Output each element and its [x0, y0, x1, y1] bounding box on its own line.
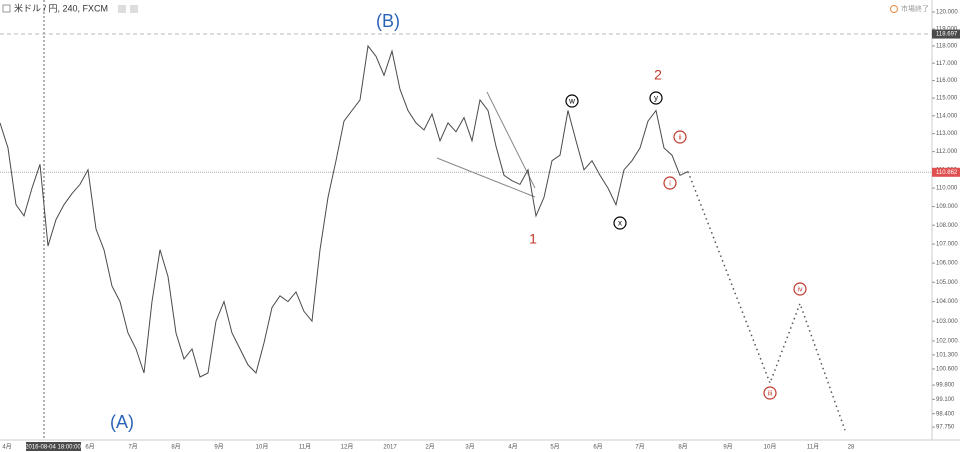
wave-label: (A) [110, 412, 134, 432]
wave-circle [613, 216, 627, 230]
x-tick-label: 2017 [383, 445, 397, 451]
x-tick-label: 7月 [128, 444, 137, 451]
price-label-box [932, 29, 960, 39]
wave-label: (B) [376, 11, 400, 31]
wave-circle [565, 94, 579, 108]
toolbar-button[interactable] [130, 5, 138, 13]
y-tick-label: 97.750 [936, 425, 955, 431]
y-tick-label: 114.000 [936, 113, 958, 119]
toolbar-button[interactable] [118, 5, 126, 13]
x-tick-label: 9月 [214, 444, 223, 451]
y-tick-label: 102.000 [936, 339, 958, 345]
wave-label: iv [797, 286, 803, 293]
y-tick-label: 104.000 [936, 299, 958, 305]
market-status: 市場終了 [901, 4, 929, 13]
y-tick-label: 106.000 [936, 261, 958, 267]
wave-label: x [618, 219, 622, 228]
wave-label: ii [678, 134, 682, 141]
y-tick-label: 116.000 [936, 78, 958, 84]
crosshair-time-box [26, 442, 81, 451]
y-tick-label: 100.600 [936, 367, 958, 373]
wave-circle [663, 176, 677, 190]
wave-circle [649, 91, 663, 105]
x-tick-label: 5月 [550, 444, 559, 451]
y-tick-label: 101.300 [936, 352, 958, 358]
y-tick-label: 110.000 [936, 186, 958, 192]
y-tick-label: 119.000 [936, 26, 958, 32]
wave-circle [673, 130, 687, 144]
y-tick-label: 115.000 [936, 96, 958, 102]
y-tick-label: 112.000 [936, 149, 958, 155]
x-tick-label: 11月 [807, 444, 819, 451]
x-tick-label: 4月 [2, 444, 11, 451]
y-tick-label: 98.400 [936, 411, 955, 417]
x-tick-label: 8月 [171, 444, 180, 451]
x-tick-label: 28 [848, 445, 855, 451]
y-tick-label: 109.000 [936, 204, 958, 210]
x-tick-label: 6月 [85, 444, 94, 451]
symbol-icon[interactable] [2, 4, 11, 13]
price-label: 110.862 [936, 170, 958, 176]
y-tick-label: 103.000 [936, 319, 958, 325]
x-tick-label: 3月 [465, 444, 474, 451]
trend-line [436, 157, 536, 198]
x-tick-label: 4月 [508, 444, 517, 451]
wave-label: w [568, 97, 575, 106]
symbol: 米ドル / 円, 240, FXCM [14, 2, 108, 13]
y-tick-label: 108.000 [936, 223, 958, 229]
y-tick-label: 107.000 [936, 242, 958, 248]
x-tick-label: 11月 [299, 444, 311, 451]
x-tick-label: 10月 [256, 444, 269, 451]
x-tick-label: 10月 [764, 444, 777, 451]
price-line [0, 44, 689, 378]
wave-circle [763, 386, 777, 400]
y-tick-label: 113.000 [936, 131, 958, 137]
wave-label: i [669, 180, 671, 187]
wave-label: y [654, 94, 658, 103]
x-tick-label: 12月 [341, 444, 354, 451]
x-tick-label: 7月 [635, 444, 644, 451]
price-label-box [932, 167, 960, 177]
wave-label: 1 [529, 231, 537, 247]
y-tick-label: 118.000 [936, 44, 958, 50]
price-label: 118.697 [936, 32, 958, 38]
x-tick-label: 8月 [678, 444, 687, 451]
wave-circle [793, 282, 807, 296]
x-tick-label: 6月 [593, 444, 602, 451]
y-tick-label: 99.800 [936, 383, 955, 389]
y-tick-label: 117.000 [936, 61, 958, 67]
x-tick-label: 2016-08-04 18:00:00 [25, 445, 81, 451]
y-tick-label: 99.100 [936, 397, 955, 403]
wave-label: iii [768, 390, 773, 397]
x-tick-label: 2月 [425, 444, 434, 451]
wave-label: 2 [654, 67, 662, 83]
status-icon [890, 5, 898, 13]
y-tick-label: 105.000 [936, 280, 958, 286]
x-tick-label: 9月 [723, 444, 732, 451]
y-tick-label: 120.000 [936, 10, 958, 16]
